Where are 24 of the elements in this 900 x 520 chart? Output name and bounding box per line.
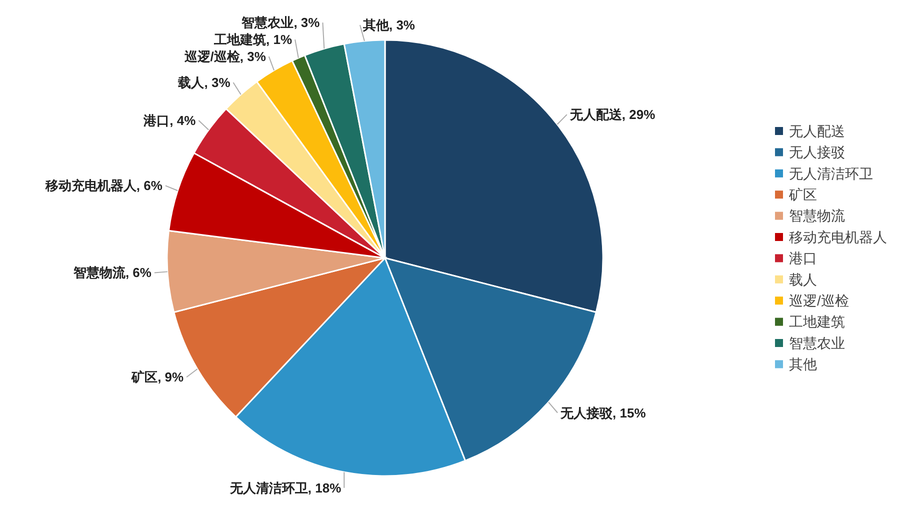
data-label: 矿区, 9% xyxy=(130,370,184,385)
legend-label: 矿区 xyxy=(788,186,817,202)
legend-label: 载人 xyxy=(789,271,817,288)
legend-label: 无人清洁环卫 xyxy=(789,165,873,182)
data-label: 无人配送, 29% xyxy=(568,107,656,122)
data-label: 智慧物流, 6% xyxy=(72,265,152,280)
legend-label: 无人接驳 xyxy=(789,144,845,160)
legend-label: 港口 xyxy=(789,250,817,266)
data-label: 智慧农业, 3% xyxy=(240,15,320,30)
data-label: 载人, 3% xyxy=(177,75,231,90)
data-label: 巡逻/巡检, 3% xyxy=(183,49,266,64)
legend-label: 无人配送 xyxy=(789,122,845,139)
data-label: 无人接驳, 15% xyxy=(560,405,646,420)
legend-label: 智慧农业 xyxy=(789,334,845,351)
legend-label: 智慧物流 xyxy=(789,208,845,224)
data-label: 无人清洁环卫, 18% xyxy=(228,480,342,496)
data-label: 港口, 4% xyxy=(142,113,196,128)
data-label: 其他, 3% xyxy=(362,18,416,33)
data-label: 工地建筑, 1% xyxy=(213,32,293,48)
legend-label: 巡逻/巡检 xyxy=(789,292,849,308)
data-label: 移动充电机器人, 6% xyxy=(44,178,163,194)
legend-label: 工地建筑 xyxy=(789,314,845,330)
legend-label: 其他 xyxy=(789,356,817,372)
legend-label: 移动充电机器人 xyxy=(789,228,887,245)
